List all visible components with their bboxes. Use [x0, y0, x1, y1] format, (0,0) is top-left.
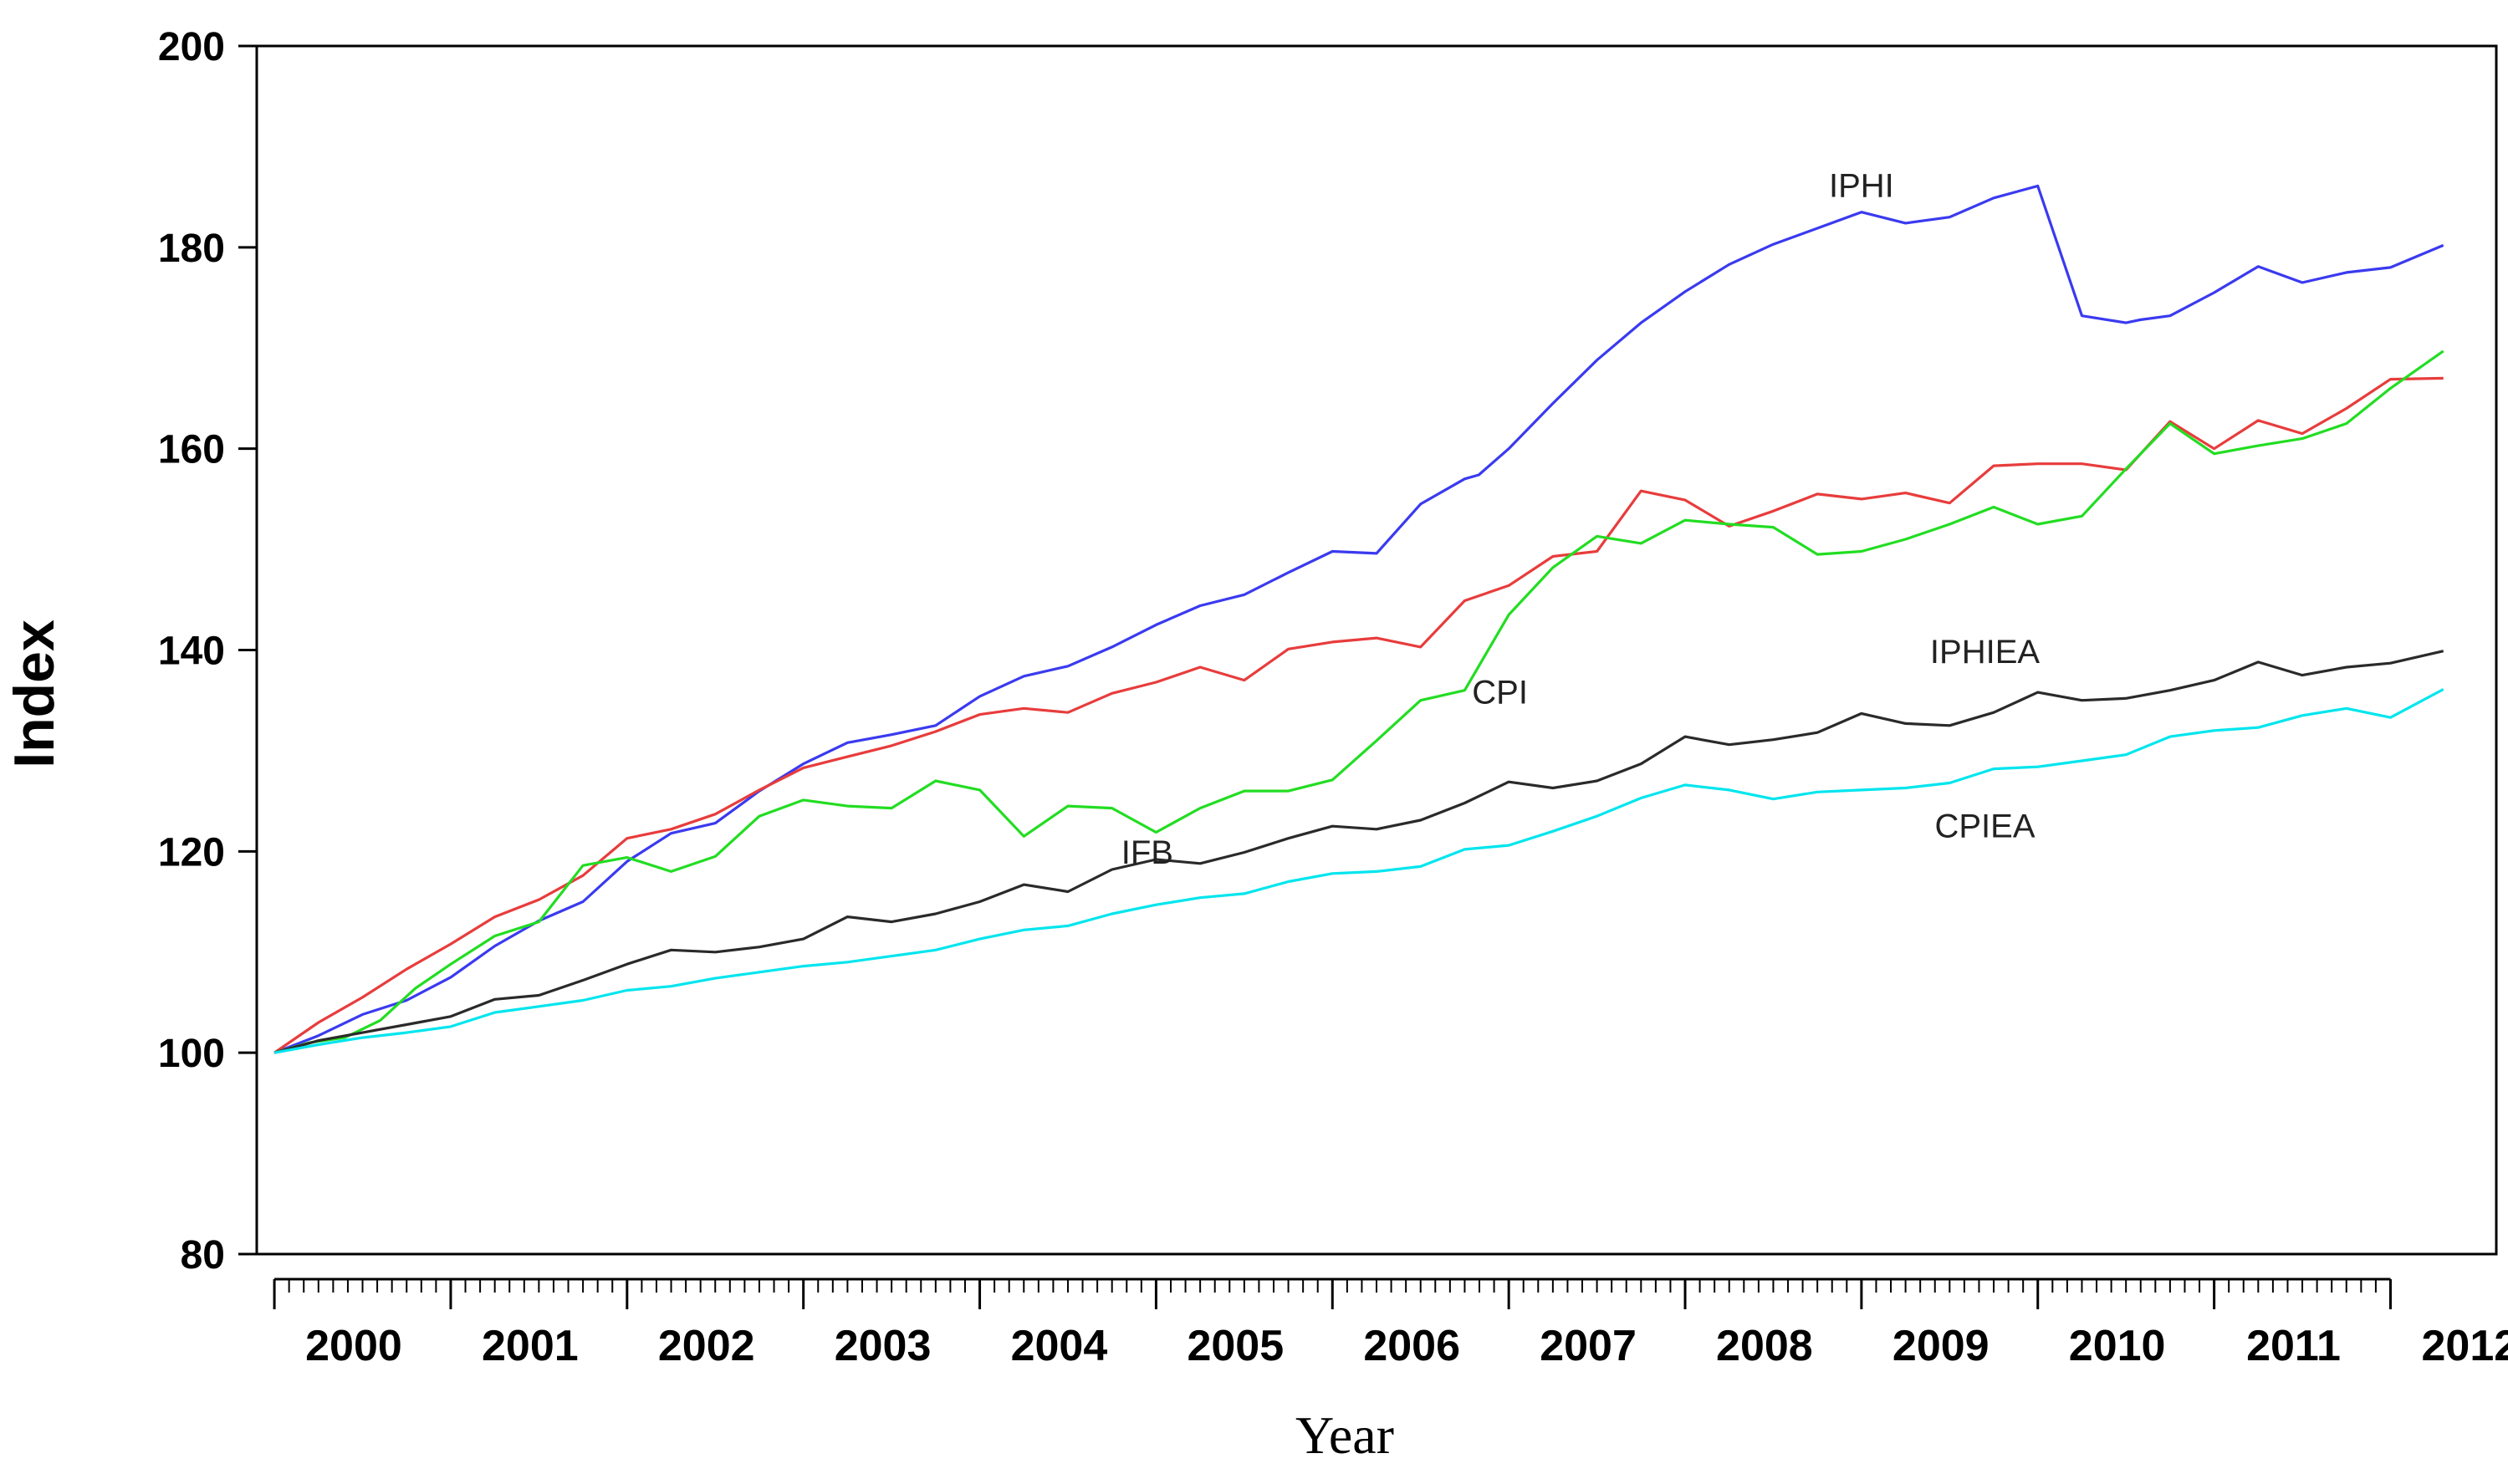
y-tick-label: 140 [158, 630, 225, 674]
y-axis-label: Index [3, 620, 66, 768]
x-tick-label: 2006 [1363, 1322, 1460, 1370]
plot-frame [255, 44, 2498, 1256]
x-tick-label: 2000 [305, 1322, 402, 1370]
series-line-1 [273, 184, 2444, 1054]
series-line-5 [273, 688, 2444, 1054]
annotation-label: CPIEA [1934, 808, 2035, 844]
x-tick-label: 2008 [1716, 1322, 1813, 1370]
x-tick-label: 2003 [835, 1322, 932, 1370]
x-tick-label: 2001 [482, 1322, 579, 1370]
x-tick-label: 2009 [1892, 1322, 1990, 1370]
y-tick-label: 160 [158, 428, 225, 472]
series-lines [273, 184, 2444, 1054]
annotation-label: CPI [1472, 674, 1528, 711]
x-tick-label: 2002 [658, 1322, 755, 1370]
annotation-label: IPHI [1829, 168, 1894, 205]
x-tick-label: 2007 [1540, 1322, 1637, 1370]
annotation-label: IPHIEA [1930, 634, 2040, 671]
y-tick-label: 80 [181, 1233, 225, 1277]
series-line-3 [273, 349, 2444, 1054]
annotations: IPHI CPI IPHIEA IFB CPIEA [1121, 168, 2041, 871]
x-tick-label: 2011 [2246, 1322, 2341, 1370]
axes: 80 100 120 140 160 180 200 2000 2001 2002 2003 2004… [158, 25, 2508, 1370]
series-line-4 [273, 650, 2444, 1054]
y-tick-label: 120 [158, 830, 225, 875]
y-tick-label: 200 [158, 25, 225, 69]
annotation-label: IFB [1121, 834, 1173, 871]
x-axis-label: Year [1295, 1405, 1394, 1465]
x-tick-label: 2005 [1187, 1322, 1284, 1370]
y-tick-label: 100 [158, 1032, 225, 1076]
y-tick-label: 180 [158, 227, 225, 271]
x-tick-label: 2012 [2422, 1322, 2508, 1370]
series-line-2 [273, 376, 2444, 1054]
x-tick-label: 2010 [2069, 1322, 2166, 1370]
x-tick-label: 2004 [1011, 1322, 1108, 1370]
